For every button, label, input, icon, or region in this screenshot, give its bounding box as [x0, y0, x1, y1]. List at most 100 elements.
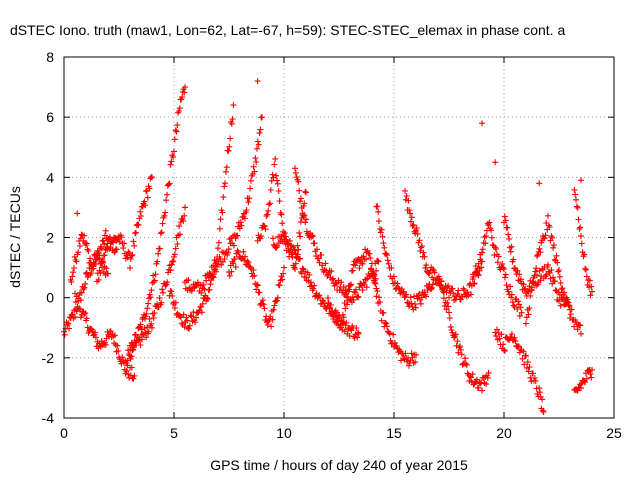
- data-point: [547, 275, 554, 282]
- data-point: [278, 211, 285, 218]
- data-point: [388, 340, 395, 347]
- data-point: [409, 303, 416, 310]
- data-point: [318, 252, 325, 258]
- data-point: [228, 120, 235, 127]
- data-point: [252, 155, 259, 162]
- data-point: [115, 348, 122, 354]
- data-point: [463, 362, 470, 368]
- data-point: [526, 305, 533, 312]
- data-point: [176, 231, 183, 238]
- data-point: [173, 128, 180, 135]
- data-point: [578, 330, 584, 337]
- data-point: [204, 296, 211, 302]
- data-point: [403, 291, 410, 298]
- x-tick-label: 20: [496, 425, 512, 441]
- data-point: [97, 270, 104, 277]
- data-point: [139, 336, 146, 343]
- data-point: [150, 314, 157, 321]
- data-point: [98, 245, 105, 252]
- data-point: [444, 300, 451, 306]
- data-point: [214, 261, 221, 268]
- data-point: [201, 286, 208, 293]
- data-point: [281, 229, 288, 236]
- data-point: [407, 294, 414, 301]
- data-point: [440, 285, 447, 292]
- data-point: [446, 294, 452, 301]
- data-point: [130, 238, 137, 245]
- data-point: [543, 271, 550, 278]
- data-point: [270, 306, 277, 313]
- data-point: [92, 261, 99, 268]
- data-point: [536, 180, 543, 187]
- data-point: [359, 260, 366, 267]
- y-tick-label: 0: [46, 290, 54, 306]
- data-point: [101, 252, 108, 259]
- data-point: [240, 248, 247, 255]
- data-point: [384, 252, 390, 259]
- data-point: [275, 188, 282, 194]
- data-point: [180, 217, 187, 224]
- data-point: [243, 207, 250, 213]
- data-point: [193, 314, 199, 321]
- data-point: [589, 366, 595, 373]
- data-point: [523, 352, 529, 359]
- data-point: [391, 279, 398, 286]
- data-point: [292, 260, 299, 267]
- data-point: [573, 203, 580, 210]
- data-point: [256, 289, 263, 296]
- data-point: [576, 225, 583, 232]
- data-point: [492, 244, 499, 251]
- data-point: [238, 222, 245, 229]
- data-point: [151, 277, 158, 284]
- data-point: [558, 286, 565, 293]
- data-point: [159, 220, 166, 227]
- data-point: [145, 300, 152, 307]
- data-point: [516, 312, 523, 319]
- data-point: [234, 247, 241, 254]
- data-point: [315, 255, 322, 262]
- data-point: [164, 279, 171, 286]
- data-point: [399, 351, 406, 357]
- data-point: [213, 268, 220, 275]
- data-point: [536, 389, 543, 396]
- data-point: [119, 354, 126, 361]
- data-point: [319, 262, 326, 269]
- data-point: [379, 233, 386, 240]
- data-point: [326, 304, 333, 311]
- data-point: [359, 287, 366, 294]
- data-point: [356, 265, 363, 271]
- data-point: [306, 271, 313, 278]
- data-point: [412, 301, 418, 308]
- data-point: [514, 306, 521, 312]
- data-point: [296, 187, 303, 194]
- data-point: [61, 331, 68, 338]
- data-point: [565, 299, 572, 306]
- data-point: [388, 264, 395, 271]
- data-point: [109, 238, 116, 245]
- data-point: [374, 288, 381, 295]
- data-point: [303, 216, 309, 223]
- data-point: [183, 314, 190, 321]
- data-point: [234, 232, 241, 239]
- data-point: [523, 364, 530, 371]
- data-point: [494, 326, 500, 333]
- data-point: [167, 267, 174, 274]
- data-point: [348, 281, 355, 288]
- data-point: [222, 168, 229, 175]
- data-point: [72, 257, 79, 263]
- data-point: [350, 296, 357, 303]
- data-point: [254, 78, 261, 85]
- data-point: [464, 289, 471, 296]
- y-tick-label: -4: [42, 410, 55, 426]
- data-point: [292, 169, 299, 176]
- data-point: [578, 240, 585, 247]
- data-point: [199, 300, 206, 307]
- data-point: [273, 244, 280, 251]
- data-point: [283, 236, 290, 243]
- data-point: [501, 274, 508, 281]
- data-point: [146, 316, 153, 322]
- data-point: [564, 296, 571, 303]
- data-point: [581, 251, 588, 258]
- data-point: [409, 223, 416, 229]
- data-point: [251, 168, 258, 175]
